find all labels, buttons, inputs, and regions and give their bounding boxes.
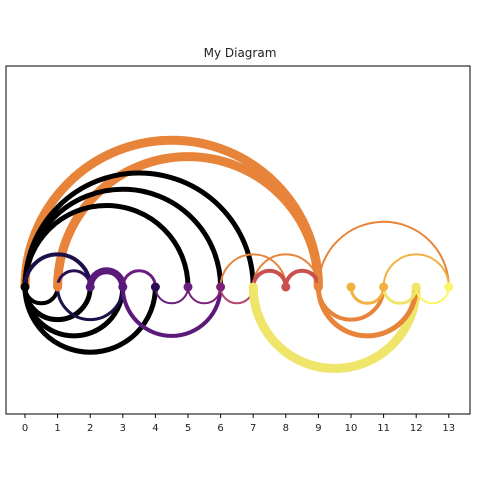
- x-tick-label-5: 5: [185, 423, 191, 434]
- node-3: [118, 282, 128, 292]
- edge-1-9-upper: [53, 152, 323, 288]
- edge-4-5-lower: [154, 286, 189, 305]
- edge-7-12-lower: [248, 286, 421, 373]
- x-tick-label-7: 7: [250, 423, 256, 434]
- x-tick-label-9: 9: [315, 423, 321, 434]
- x-tick-label-6: 6: [217, 423, 223, 434]
- x-tick-label-12: 12: [410, 423, 423, 434]
- x-axis-ticks: 0 1 2 3 4 5 6 7 8 9 10 11 12 13: [22, 414, 455, 434]
- edge-5-6-lower: [187, 286, 222, 305]
- edge-1-3-lower: [56, 286, 125, 322]
- node-9: [313, 282, 323, 292]
- edge-8-9-upper: [283, 268, 321, 288]
- lower-arcs: [22, 286, 450, 373]
- upper-arcs: [20, 135, 450, 288]
- edge-3-4-upper: [121, 269, 157, 288]
- edge-7-9-upper: [252, 253, 320, 288]
- edge-0-2-lower: [22, 286, 93, 323]
- x-tick-label-1: 1: [54, 423, 60, 434]
- node-1: [53, 282, 63, 292]
- edge-9-13-upper: [317, 220, 450, 288]
- x-tick-label-2: 2: [87, 423, 93, 434]
- edge-3-6-lower: [120, 286, 223, 338]
- chart-title: My Diagram: [203, 46, 277, 60]
- node-markers: [20, 282, 454, 292]
- edge-12-13-lower: [415, 286, 450, 305]
- edge-0-5-upper: [22, 203, 191, 288]
- x-tick-label-11: 11: [377, 423, 390, 434]
- node-8: [281, 282, 291, 292]
- edge-9-12-lower: [315, 286, 419, 339]
- edge-0-2-upper: [23, 252, 93, 288]
- x-tick-label-10: 10: [345, 423, 358, 434]
- edge-6-7-lower: [219, 286, 255, 305]
- edge-11-13-upper: [382, 253, 450, 288]
- edge-6-8-upper: [219, 253, 287, 288]
- x-tick-label-3: 3: [120, 423, 126, 434]
- node-11: [379, 282, 389, 292]
- edge-0-1-lower: [23, 286, 60, 306]
- node-0: [20, 282, 30, 292]
- edge-2-3-upper: [86, 267, 127, 288]
- node-6: [216, 282, 226, 292]
- x-tick-label-13: 13: [442, 423, 455, 434]
- node-13: [444, 282, 454, 292]
- edge-9-11-lower: [316, 286, 386, 322]
- plot-frame: [5, 65, 471, 415]
- x-tick-label-0: 0: [22, 423, 28, 434]
- edge-7-8-upper: [251, 268, 288, 288]
- node-10: [346, 282, 356, 292]
- edge-11-12-lower: [382, 286, 418, 305]
- node-4: [150, 282, 160, 292]
- node-5: [183, 282, 193, 292]
- edge-10-11-lower: [349, 286, 386, 305]
- node-2: [85, 282, 95, 292]
- node-12: [411, 282, 421, 292]
- x-tick-label-8: 8: [283, 423, 289, 434]
- node-7: [248, 282, 258, 292]
- x-tick-label-4: 4: [152, 423, 158, 434]
